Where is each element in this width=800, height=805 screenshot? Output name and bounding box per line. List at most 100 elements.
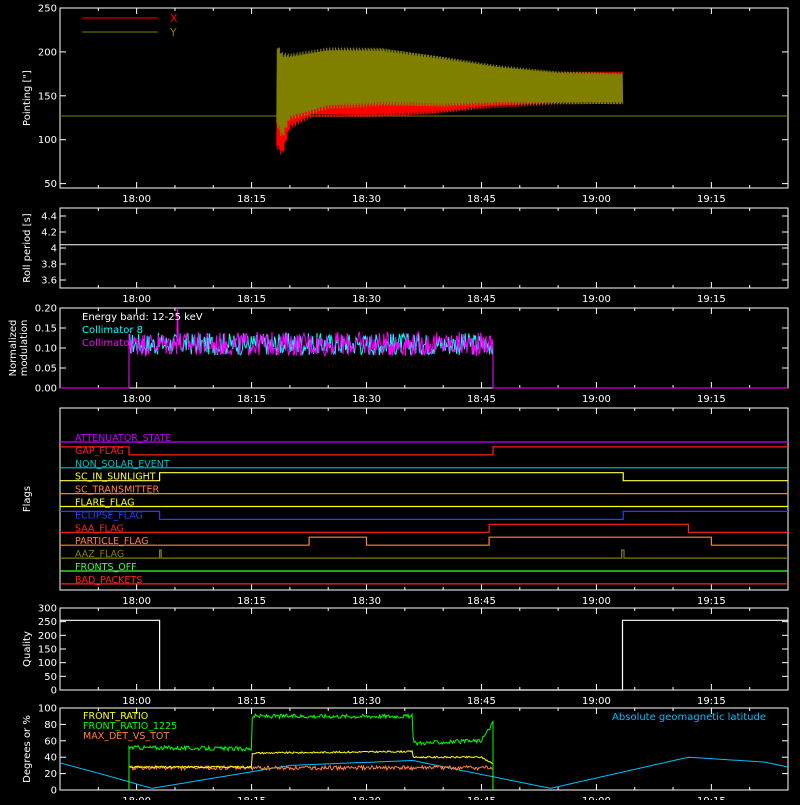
y-tick-label: 0.10 [35,344,57,355]
series-y [276,47,624,136]
y-tick-label: 150 [38,91,57,102]
x-tick-label: 18:30 [352,696,381,707]
y-tick-label: 0.00 [35,384,57,395]
x-tick-label: 18:00 [122,394,151,405]
x-tick-label: 18:15 [237,696,266,707]
legend-label-y: Y [169,26,177,39]
y-axis-label: Quality [22,631,33,667]
x-tick-label: 18:30 [352,394,381,405]
x-tick-label: 18:30 [352,194,381,205]
x-tick-label: 18:15 [237,194,266,205]
x-tick-label: 18:45 [467,596,496,607]
flag-label: SAA_FLAG [75,523,124,534]
y-tick-label: 250 [38,4,57,15]
series-max-det-vs-tot [128,764,494,791]
x-tick-label: 18:00 [122,696,151,707]
y-tick-label: 250 [38,617,57,628]
flag-label: AAZ_FLAG [75,549,124,560]
x-tick-label: 19:15 [697,294,726,305]
y-tick-label: 4.2 [41,228,57,239]
x-tick-label: 18:45 [467,194,496,205]
x-tick-label: 18:30 [352,796,381,800]
y-tick-label: 60 [44,736,57,747]
x-tick-label: 18:15 [237,394,266,405]
y-tick-label: 100 [38,658,57,669]
x-tick-label: 19:15 [697,796,726,800]
flag-label: FLARE_FLAG [75,498,135,509]
x-tick-label: 18:00 [122,596,151,607]
y-tick-label: 0 [51,686,57,697]
flag-label: PARTICLE_FLAG [75,536,148,547]
y-tick-label: 0.05 [35,364,57,375]
x-tick-label: 18:30 [352,596,381,607]
y-tick-label: 200 [38,47,57,58]
panel-frame [59,707,789,791]
geomagnetic-latitude-label: Absolute geomagnetic latitude [612,712,766,723]
y-tick-label: 50 [44,179,57,190]
x-tick-label: 18:45 [467,696,496,707]
x-tick-label: 19:00 [582,796,611,800]
flag-saa-flag [60,523,788,533]
legend-label-collimator-9: Collimator 9 [82,338,143,349]
series-geomagnetic-latitude [59,756,789,789]
y-tick-label: 150 [38,645,57,656]
x-tick-label: 18:15 [237,294,266,305]
flag-eclipse-flag [60,510,788,520]
series-front-ratio [128,749,494,791]
x-tick-label: 18:00 [122,294,151,305]
legend-label-front-ratio-1225: FRONT_RATIO_1225 [83,721,177,732]
y-tick-label: 4 [51,244,57,255]
flag-label: BAD_PACKETS [75,575,142,586]
y-tick-label: 3.6 [41,276,57,287]
y-tick-label: 80 [44,720,57,731]
flag-label: SC_IN_SUNLIGHT [75,472,156,483]
x-tick-label: 19:15 [697,596,726,607]
x-tick-label: 18:00 [122,194,151,205]
x-tick-label: 19:00 [582,194,611,205]
flag-label: GAP_FLAG [75,446,124,457]
flag-gap-flag [60,446,788,456]
y-tick-label: 0.15 [35,324,57,335]
energy-band-annotation: Energy band: 12-25 keV [82,312,203,323]
series-front-ratio-1225 [128,712,494,791]
y-tick-label: 100 [38,704,57,715]
y-axis-label: Normalized [8,320,19,377]
y-axis-label: Degrees or % [22,715,33,783]
flag-particle-flag [60,536,788,546]
y-tick-label: 40 [44,753,57,764]
y-tick-label: 0 [51,786,57,797]
flag-sc-in-sunlight [60,472,788,482]
y-tick-label: 0.20 [35,304,57,315]
y-tick-label: 100 [38,135,57,146]
x-tick-label: 18:00 [122,796,151,800]
x-tick-label: 19:15 [697,194,726,205]
y-tick-label: 4.4 [41,212,57,223]
x-tick-label: 19:00 [582,596,611,607]
panel-frame [59,7,789,189]
x-tick-label: 19:00 [582,696,611,707]
y-axis-label: Roll period [s] [22,213,33,282]
series-collimator-9 [60,307,788,389]
y-axis-label: Flags [22,486,33,512]
y-tick-label: 300 [38,604,57,615]
legend-label-front-ratio: FRONT_RATIO [83,711,148,722]
x-tick-label: 18:30 [352,294,381,305]
flag-label: ECLIPSE_FLAG [75,510,143,521]
y-tick-label: 200 [38,631,57,642]
x-tick-label: 19:00 [582,394,611,405]
flag-label: ATTENUATOR_STATE [75,433,171,444]
x-tick-label: 18:15 [237,796,266,800]
y-axis-label: modulation [19,320,30,377]
y-tick-label: 20 [44,769,57,780]
panel-frame [59,407,789,591]
x-tick-label: 19:15 [697,394,726,405]
y-tick-label: 50 [44,672,57,683]
panel-frame [59,207,789,289]
flag-label: NON_SOLAR_EVENT [75,459,170,470]
x-tick-label: 18:15 [237,596,266,607]
x-tick-label: 18:45 [467,394,496,405]
x-tick-label: 19:15 [697,696,726,707]
y-axis-label: Pointing ["] [22,70,33,126]
x-tick-label: 18:45 [467,796,496,800]
